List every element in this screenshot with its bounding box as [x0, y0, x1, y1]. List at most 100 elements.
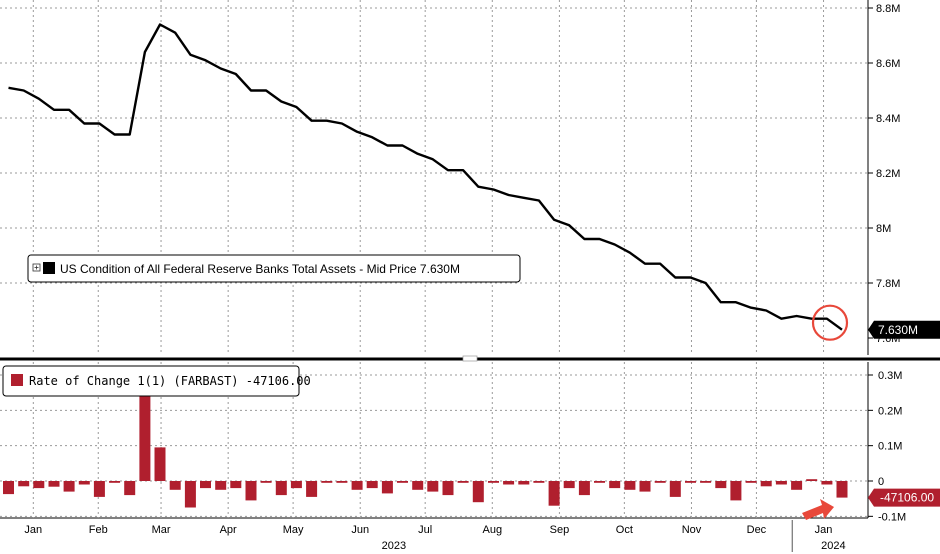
legend-black-swatch	[43, 262, 55, 274]
top-gridlines	[0, 0, 868, 355]
rate-of-change-bar	[624, 481, 636, 490]
rate-of-change-bar	[503, 481, 515, 485]
rate-of-change-bar	[109, 481, 121, 483]
rate-of-change-bar	[412, 481, 424, 490]
bottom-ytick-label: 0.3M	[878, 370, 902, 382]
month-label: Jan	[815, 524, 833, 536]
rate-of-change-bar	[290, 481, 302, 489]
rate-of-change-bar	[548, 481, 560, 506]
bottom-ytick-label: 0.2M	[878, 405, 902, 417]
panel-resize-handle[interactable]	[462, 355, 478, 362]
top-ytick-label: 8.6M	[876, 58, 900, 70]
latest-bar-arrow-icon	[802, 499, 835, 520]
rate-of-change-bar	[351, 481, 363, 490]
rate-of-change-bar	[730, 481, 742, 501]
top-ytick-label: 7.8M	[876, 278, 900, 290]
month-label: May	[283, 524, 304, 536]
rate-of-change-bar	[791, 481, 803, 490]
rate-of-change-bar	[184, 481, 196, 508]
rate-of-change-bar	[488, 481, 499, 483]
rate-of-change-bar	[518, 481, 530, 485]
rate-of-change-bar	[745, 481, 757, 483]
rate-of-change-bar	[18, 481, 30, 487]
top-legend[interactable]: US Condition of All Federal Reserve Bank…	[27, 254, 521, 283]
bottom-ytick-label: 0	[878, 476, 884, 488]
rate-of-change-bar	[3, 481, 14, 495]
month-label: Dec	[747, 524, 767, 536]
rate-of-change-bar	[200, 481, 211, 489]
rate-of-change-bar	[48, 481, 60, 487]
month-label: Jan	[24, 524, 42, 536]
bottom-last-value-label: -47106.00	[880, 491, 934, 505]
rate-of-change-bar	[306, 481, 318, 497]
top-legend-text: US Condition of All Federal Reserve Bank…	[60, 262, 460, 276]
rate-of-change-bar	[533, 481, 545, 483]
rate-of-change-bar	[336, 481, 348, 483]
rate-of-change-bar	[139, 375, 151, 481]
rate-of-change-bar	[442, 481, 454, 496]
month-label: Apr	[220, 524, 237, 536]
month-label: Oct	[616, 524, 633, 536]
rate-of-change-bar	[654, 481, 666, 483]
top-ytick-label: 8M	[876, 223, 891, 235]
rate-of-change-bar	[639, 481, 651, 492]
x-axis-month-labels: Jan Feb Mar Apr May Jun Jul Aug Sep Oct Nov Dec Jan	[24, 524, 832, 536]
rate-of-change-bars	[3, 375, 848, 508]
rate-of-change-bar	[685, 481, 696, 483]
rate-of-change-bar	[169, 481, 181, 490]
month-label: Mar	[152, 524, 171, 536]
month-label: Jun	[351, 524, 369, 536]
rate-of-change-bar	[594, 481, 605, 483]
rate-of-change-bar	[609, 481, 621, 489]
year-label: 2024	[821, 540, 845, 552]
rate-of-change-bar	[775, 481, 787, 485]
rate-of-change-bar	[760, 481, 772, 487]
top-last-value-label: 7.630M	[878, 323, 918, 337]
year-label: 2023	[382, 540, 406, 552]
rate-of-change-bar	[427, 481, 439, 492]
rate-of-change-bar	[93, 481, 105, 497]
bottom-y-axis-ticks: 0.3M 0.2M 0.1M 0 -0.1M	[868, 370, 906, 523]
rate-of-change-bar	[215, 481, 227, 490]
month-label: Aug	[483, 524, 503, 536]
rate-of-change-bar	[230, 481, 242, 489]
rate-of-change-bar	[669, 481, 681, 497]
x-axis-year-labels: 2023 2024	[382, 520, 846, 552]
total-assets-line	[8, 23, 843, 331]
rate-of-change-bar	[260, 481, 272, 483]
rate-of-change-bar	[806, 479, 818, 481]
rate-of-change-bar	[715, 481, 727, 489]
rate-of-change-bar	[457, 481, 469, 483]
rate-of-change-bar	[563, 481, 575, 489]
month-label: Sep	[550, 524, 570, 536]
rate-of-change-bar	[321, 481, 333, 483]
bottom-legend[interactable]: Rate of Change 1(1) (FARBAST) -47106.00	[2, 365, 311, 397]
rate-of-change-bar	[700, 481, 712, 483]
month-label: Jul	[418, 524, 432, 536]
rate-of-change-bar	[154, 447, 166, 481]
rate-of-change-bar	[124, 481, 136, 496]
bottom-legend-text: Rate of Change 1(1) (FARBAST) -47106.00	[29, 374, 311, 388]
rate-of-change-bar	[245, 481, 257, 501]
month-label: Nov	[682, 524, 702, 536]
bottom-last-value-tag: -47106.00	[868, 488, 940, 507]
top-ytick-label: 8.8M	[876, 3, 900, 15]
rate-of-change-bar	[33, 481, 45, 489]
rate-of-change-bar	[397, 481, 408, 483]
latest-point-highlight-circle	[811, 304, 849, 341]
rate-of-change-bar	[366, 481, 378, 489]
rate-of-change-bar	[78, 481, 90, 485]
rate-of-change-bar	[578, 481, 590, 496]
legend-red-swatch	[11, 374, 23, 386]
top-ytick-label: 8.4M	[876, 113, 900, 125]
rate-of-change-bar	[472, 481, 484, 503]
month-label: Feb	[89, 524, 108, 536]
rate-of-change-bar	[836, 481, 848, 498]
rate-of-change-bar	[381, 481, 393, 494]
bottom-ytick-label: 0.1M	[878, 441, 902, 453]
rate-of-change-bar	[275, 481, 287, 496]
rate-of-change-bar	[63, 481, 75, 492]
bottom-ytick-label: -0.1M	[878, 511, 906, 523]
